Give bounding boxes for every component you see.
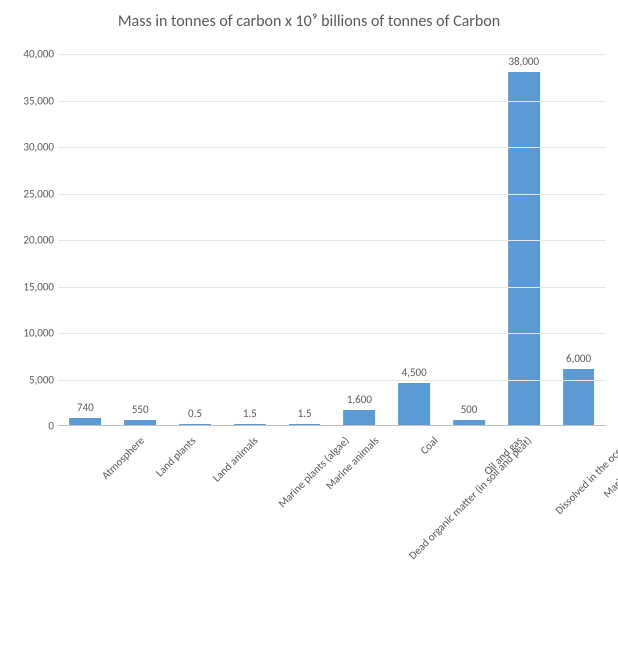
grid-line — [58, 54, 606, 55]
data-label: 550 — [132, 403, 149, 416]
data-label: 6,000 — [566, 352, 591, 365]
x-label-slot: Dead organic matter (in soil and peat) — [332, 430, 387, 640]
x-label-slot: Marine animals — [277, 430, 332, 640]
y-tick-label: 40,000 — [23, 48, 54, 61]
y-tick-label: 20,000 — [23, 234, 54, 247]
bar — [124, 420, 156, 425]
grid-line — [58, 240, 606, 241]
chart-title: Mass in tonnes of carbon x 10⁹ billions … — [0, 12, 618, 31]
x-tick-label: Coal — [418, 434, 441, 457]
x-label-slot: Dissolved in the oceans — [496, 430, 551, 640]
y-tick-label: 30,000 — [23, 141, 54, 154]
bar — [343, 410, 375, 425]
x-label-slot: Oil and gas — [442, 430, 497, 640]
bar — [508, 72, 540, 425]
bar — [453, 420, 485, 425]
x-label-slot: Marine plants (algae) — [222, 430, 277, 640]
y-tick-label: 5,000 — [29, 373, 54, 386]
data-label: 38,000 — [508, 55, 539, 68]
bar — [398, 383, 430, 425]
y-tick-label: 0 — [48, 420, 54, 433]
x-axis-labels: AtmosphereLand plantsLand animalsMarine … — [58, 430, 606, 640]
data-label: 1,600 — [347, 393, 372, 406]
x-label-slot: Land animals — [168, 430, 223, 640]
bar — [289, 424, 321, 425]
plot-area: 740 550 0.5 1.5 1.5 1,600 4,500 500 38,000 6,000 — [58, 54, 606, 426]
y-tick-label: 15,000 — [23, 280, 54, 293]
data-label: 0.5 — [188, 407, 202, 420]
x-label-slot: Coal — [387, 430, 442, 640]
y-tick-label: 35,000 — [23, 94, 54, 107]
x-label-slot: Land plants — [113, 430, 168, 640]
bar — [234, 424, 266, 425]
bar — [179, 424, 211, 425]
data-label: 740 — [77, 401, 94, 414]
data-label: 500 — [461, 403, 478, 416]
grid-line — [58, 147, 606, 148]
grid-line — [58, 194, 606, 195]
y-tick-label: 25,000 — [23, 187, 54, 200]
carbon-mass-bar-chart: Mass in tonnes of carbon x 10⁹ billions … — [0, 0, 618, 650]
x-label-slot: Atmosphere — [58, 430, 113, 640]
grid-line — [58, 287, 606, 288]
grid-line — [58, 333, 606, 334]
bar — [563, 369, 595, 425]
data-label: 4,500 — [402, 366, 427, 379]
bar — [70, 418, 102, 425]
data-label: 1.5 — [298, 407, 312, 420]
y-tick-label: 10,000 — [23, 327, 54, 340]
data-label: 1.5 — [243, 407, 257, 420]
grid-line — [58, 101, 606, 102]
x-label-slot: Marine sediments — [551, 430, 606, 640]
grid-line — [58, 380, 606, 381]
